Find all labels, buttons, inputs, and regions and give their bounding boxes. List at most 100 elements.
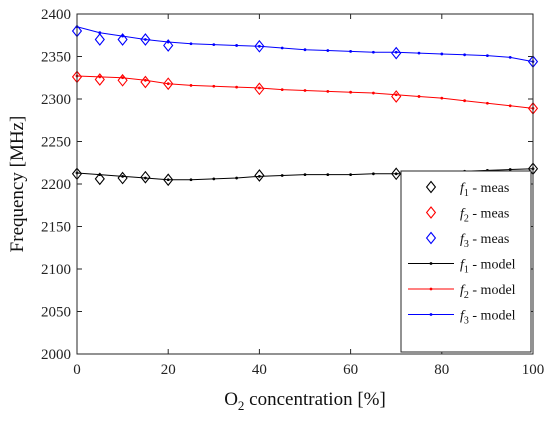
data-marker (140, 170, 151, 184)
data-marker (254, 169, 265, 182)
ticks-layer: 0 20 40 60 80 100 2000 2050 2100 2150 2200 2250 2300… (41, 7, 544, 378)
data-point (508, 55, 512, 59)
legend-label-rest: - model (469, 283, 516, 298)
data-point (440, 52, 444, 56)
data-point (394, 172, 398, 176)
legend-label-rest: - meas (469, 181, 509, 196)
data-marker (163, 173, 174, 187)
data-point (326, 173, 330, 177)
y-axis-label: Frequency [MHz] (7, 116, 28, 253)
data-point (212, 177, 216, 181)
legend-label-sub: 1 (464, 188, 469, 199)
data-marker (391, 167, 402, 181)
data-marker (163, 77, 174, 91)
x-tick-label: 80 (434, 362, 449, 378)
data-point (372, 50, 375, 54)
data-point (394, 93, 398, 97)
legend-label-rest: - model (469, 258, 516, 273)
legend-marker (429, 287, 433, 291)
data-point (417, 51, 421, 55)
x-tick-label: 60 (343, 362, 358, 378)
data-point (166, 40, 170, 44)
data-marker (117, 33, 128, 46)
data-point (463, 53, 466, 57)
legend-box (400, 170, 532, 353)
data-marker (254, 82, 265, 96)
x-tick-label: 0 (73, 362, 81, 378)
data-point (486, 54, 489, 58)
data-point (372, 91, 375, 95)
data-point (121, 174, 124, 178)
data-point (258, 86, 261, 90)
data-point (326, 49, 330, 52)
legend-label-main: f (460, 283, 466, 298)
y-tick-label: 2350 (41, 50, 71, 66)
data-point (144, 38, 147, 41)
legend-entry: f1 - meas (425, 180, 509, 199)
legend-label: f1 - meas (460, 181, 509, 199)
data-point (372, 172, 375, 176)
data-point (121, 76, 124, 80)
legend-label-main: f (460, 258, 466, 273)
legend-marker (425, 180, 437, 194)
data-point (280, 88, 284, 92)
legend-label-sub: 2 (464, 290, 469, 301)
data-point (212, 43, 216, 46)
data-point (303, 48, 307, 52)
data-point (486, 101, 489, 105)
data-point (280, 174, 284, 177)
data-point (280, 46, 284, 50)
y-tick-label: 2150 (41, 220, 71, 236)
legend-entry: f1 - model (408, 258, 516, 276)
data-point (349, 90, 352, 94)
x-tick-label: 20 (161, 362, 176, 378)
legend-entry: f2 - model (408, 283, 516, 301)
legend-label: f1 - model (460, 258, 516, 276)
legend-label: f3 - model (460, 309, 516, 327)
data-point (166, 178, 170, 182)
y-tick-label: 2000 (41, 347, 71, 363)
data-point (98, 31, 102, 35)
data-marker (140, 33, 151, 46)
data-marker (163, 39, 174, 52)
legend-label-main: f (460, 207, 466, 222)
legend-marker (425, 231, 437, 245)
data-marker (94, 172, 105, 186)
y-tick-label: 2250 (41, 135, 71, 151)
y-tick-label: 2050 (41, 305, 71, 321)
data-point (326, 89, 330, 93)
data-point (417, 95, 421, 98)
legend-label-rest: - model (469, 309, 516, 324)
legend-label-sub: 1 (464, 265, 469, 276)
legend-marker (425, 206, 437, 219)
series-layer (71, 24, 539, 187)
legend-label: f2 - model (460, 283, 516, 301)
legend-label: f2 - meas (460, 207, 509, 225)
legend-entry: f2 - meas (425, 206, 509, 225)
data-marker (254, 39, 265, 53)
data-marker (94, 33, 105, 46)
legend-marker (429, 313, 433, 316)
data-point (189, 84, 193, 87)
data-point (258, 44, 261, 48)
data-point (235, 176, 239, 180)
data-point (463, 99, 466, 103)
legend-entry: f3 - model (408, 309, 516, 327)
data-marker (94, 73, 105, 86)
data-point (189, 42, 193, 46)
x-axis-label-sub: 2 (238, 398, 245, 413)
data-point (212, 84, 216, 88)
y-tick-label: 2200 (41, 177, 71, 193)
data-point (303, 173, 307, 177)
x-axis-label: O2 concentration [%] (224, 389, 386, 413)
legend-label-rest: - meas (469, 232, 509, 247)
data-point (258, 174, 261, 178)
data-point (235, 85, 239, 89)
x-axis-label-main: O (224, 389, 238, 410)
x-tick-label: 40 (252, 362, 267, 378)
y-tick-label: 2400 (41, 7, 71, 23)
data-point (144, 176, 147, 180)
y-tick-label: 2100 (41, 262, 71, 278)
